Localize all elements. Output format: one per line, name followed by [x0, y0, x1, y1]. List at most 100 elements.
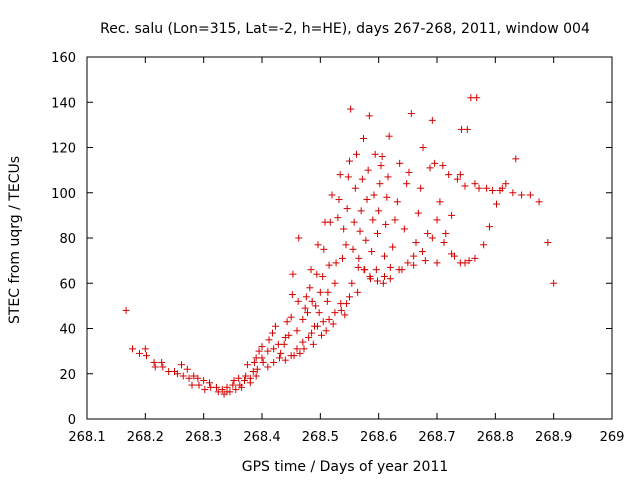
- data-point: [309, 340, 317, 348]
- data-point: [362, 236, 370, 244]
- data-point: [255, 347, 263, 355]
- data-point: [403, 180, 411, 188]
- data-point: [493, 200, 500, 208]
- data-point: [295, 234, 303, 242]
- data-point: [374, 277, 381, 285]
- data-point: [395, 266, 403, 274]
- data-point: [258, 343, 266, 351]
- y-tick-label: 0: [68, 413, 76, 428]
- data-point: [343, 205, 351, 213]
- data-point: [385, 132, 393, 140]
- data-point: [195, 381, 203, 389]
- data-point: [376, 180, 384, 188]
- data-point: [287, 313, 295, 321]
- data-point: [353, 150, 360, 158]
- data-point: [386, 263, 394, 271]
- data-point: [122, 306, 130, 314]
- data-point: [475, 184, 483, 192]
- data-point: [377, 162, 385, 170]
- data-point: [526, 191, 534, 199]
- data-point: [326, 218, 334, 226]
- data-point: [341, 311, 349, 319]
- data-point: [136, 349, 143, 357]
- data-point: [288, 291, 296, 299]
- data-point: [407, 110, 415, 118]
- x-tick-label: 268.6: [360, 430, 397, 445]
- data-point: [289, 270, 297, 278]
- data-point: [313, 322, 321, 330]
- data-point: [391, 216, 399, 224]
- data-point: [281, 356, 289, 364]
- data-point: [185, 374, 193, 382]
- data-point: [412, 239, 420, 247]
- y-tick-label: 100: [51, 187, 76, 202]
- data-point: [348, 279, 356, 287]
- data-point: [190, 372, 198, 380]
- data-point: [314, 241, 322, 249]
- data-point: [360, 134, 367, 142]
- data-point: [271, 322, 279, 330]
- data-point: [433, 259, 441, 267]
- y-tick-label: 140: [51, 96, 76, 111]
- data-point: [329, 320, 337, 328]
- data-point: [238, 383, 246, 391]
- data-point: [322, 327, 330, 335]
- data-point: [276, 354, 283, 362]
- data-point: [258, 354, 266, 362]
- data-point: [386, 275, 394, 283]
- data-point: [183, 365, 191, 373]
- data-point: [456, 171, 464, 179]
- data-point: [381, 272, 388, 280]
- data-point: [252, 372, 260, 380]
- data-point: [396, 159, 404, 167]
- data-point: [246, 379, 254, 387]
- data-point: [426, 164, 434, 172]
- data-point: [328, 191, 336, 199]
- data-point: [431, 159, 439, 167]
- data-point: [129, 345, 136, 353]
- data-point: [461, 182, 469, 190]
- data-point: [371, 150, 379, 158]
- data-point: [502, 180, 510, 188]
- data-point: [509, 189, 517, 197]
- data-point: [448, 250, 456, 258]
- data-point: [417, 184, 425, 192]
- data-point: [356, 227, 364, 235]
- data-point: [393, 198, 401, 206]
- data-point: [318, 331, 325, 339]
- x-axis-title: GPS time / Days of year 2011: [242, 459, 449, 475]
- data-point: [358, 175, 366, 183]
- data-point: [369, 216, 377, 224]
- data-point: [308, 329, 316, 337]
- data-point: [332, 259, 340, 267]
- data-point: [243, 361, 251, 369]
- data-point: [173, 370, 181, 378]
- data-point: [313, 270, 321, 278]
- plot-area-border: [86, 56, 613, 420]
- data-point: [277, 349, 285, 357]
- data-point: [337, 306, 345, 314]
- data-point: [400, 225, 408, 233]
- y-axis-title: STEC from uqrg / TECUs: [7, 156, 23, 324]
- data-point: [480, 241, 488, 249]
- data-point: [384, 173, 392, 181]
- data-point: [335, 196, 343, 204]
- data-point: [342, 241, 350, 249]
- data-point: [285, 331, 293, 339]
- data-point: [325, 261, 333, 269]
- data-point: [188, 381, 196, 389]
- data-point: [307, 266, 315, 274]
- data-point: [264, 363, 272, 371]
- x-tick-label: 268.3: [185, 430, 222, 445]
- data-point: [214, 388, 222, 396]
- data-point: [229, 381, 237, 389]
- y-tick-label: 120: [51, 142, 76, 157]
- y-tick-label: 80: [59, 232, 76, 247]
- data-point: [404, 259, 412, 267]
- data-point: [306, 284, 314, 292]
- data-point: [320, 245, 328, 253]
- data-point: [218, 386, 226, 394]
- data-point: [349, 245, 357, 253]
- data-point: [374, 229, 381, 237]
- data-point: [315, 309, 323, 317]
